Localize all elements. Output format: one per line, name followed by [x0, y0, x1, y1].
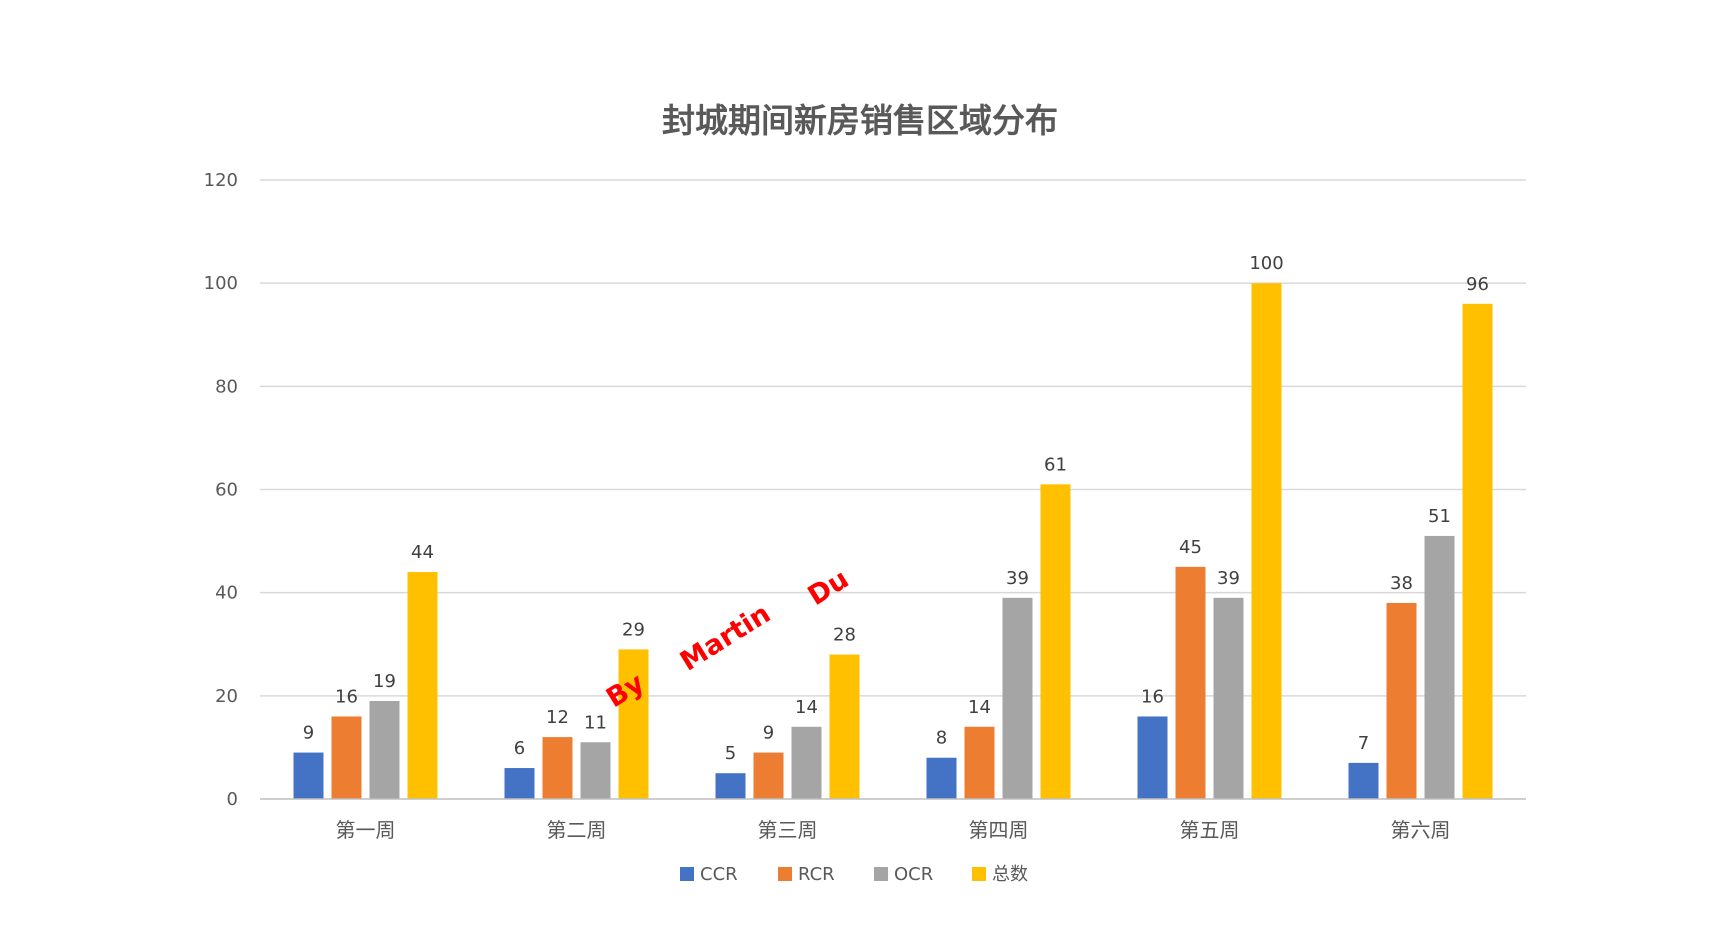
data-label: 14	[968, 697, 991, 718]
legend-item: CCR	[680, 864, 738, 885]
bar-ocr	[1424, 535, 1455, 799]
bar-总数	[407, 572, 438, 799]
data-label: 14	[795, 697, 818, 718]
bar-ocr	[580, 742, 611, 799]
data-label: 7	[1358, 733, 1369, 754]
data-label: 16	[1141, 686, 1164, 707]
y-tick-label: 100	[204, 273, 238, 294]
bar-总数	[1462, 303, 1493, 799]
data-label: 45	[1179, 537, 1202, 558]
y-tick-label: 40	[215, 583, 238, 604]
chart-title: 封城期间新房销售区域分布	[662, 101, 1058, 140]
y-tick-label: 80	[215, 376, 238, 397]
bar-ccr	[715, 773, 746, 799]
bar-rcr	[753, 752, 784, 799]
legend-swatch	[874, 867, 888, 881]
legend-item: OCR	[874, 864, 933, 885]
legend-label: CCR	[700, 864, 738, 885]
bar-ocr	[791, 726, 822, 799]
legend-label: RCR	[798, 864, 835, 885]
x-category-label: 第四周	[969, 818, 1029, 842]
bar-ocr	[1002, 597, 1033, 799]
bar-ccr	[504, 768, 535, 799]
data-label: 12	[546, 707, 569, 728]
legend-item: 总数	[972, 864, 1028, 885]
data-label: 61	[1044, 454, 1067, 475]
bar-rcr	[1175, 566, 1206, 799]
data-label: 9	[303, 723, 314, 744]
bar-ccr	[1137, 716, 1168, 799]
data-label: 19	[373, 671, 396, 692]
data-label: 39	[1217, 568, 1240, 589]
x-category-label: 第六周	[1391, 818, 1451, 842]
y-tick-label: 20	[215, 686, 238, 707]
data-label: 11	[584, 712, 607, 733]
legend-swatch	[778, 867, 792, 881]
gridlines	[260, 179, 1526, 697]
x-category-label: 第三周	[758, 818, 818, 842]
bar-ccr	[926, 757, 957, 799]
bar-rcr	[331, 716, 362, 799]
data-label: 51	[1428, 506, 1451, 527]
y-tick-label: 0	[227, 789, 238, 810]
bar-总数	[1251, 283, 1282, 800]
data-label: 39	[1006, 568, 1029, 589]
bars	[293, 283, 1493, 800]
bar-rcr	[964, 726, 995, 799]
axes: 0 20 40 60 80 100 120 第一周 第二周 第三周 第四周 第五周 第六周	[204, 170, 1526, 842]
data-label: 38	[1390, 573, 1413, 594]
legend-swatch	[680, 867, 694, 881]
x-category-label: 第五周	[1180, 818, 1240, 842]
data-label: 29	[622, 619, 645, 640]
data-label: 16	[335, 686, 358, 707]
bar-rcr	[1386, 602, 1417, 799]
data-label: 9	[763, 723, 774, 744]
data-label: 44	[411, 542, 434, 563]
bar-总数	[1040, 484, 1071, 799]
data-label: 5	[725, 743, 736, 764]
legend: CCR RCR OCR 总数	[680, 864, 1028, 885]
y-tick-label: 120	[204, 170, 238, 191]
data-label: 8	[936, 728, 947, 749]
legend-label: OCR	[894, 864, 933, 885]
data-label: 28	[833, 625, 856, 646]
bar-ocr	[1213, 597, 1244, 799]
data-label: 96	[1466, 274, 1489, 295]
watermark-text: Du	[803, 564, 855, 612]
x-category-label: 第二周	[547, 818, 607, 842]
bar-ocr	[369, 700, 400, 799]
data-label: 6	[514, 738, 525, 759]
legend-item: RCR	[778, 864, 835, 885]
legend-label: 总数	[992, 864, 1028, 885]
bar-rcr	[542, 737, 573, 799]
bar-ccr	[1348, 762, 1379, 799]
y-tick-label: 60	[215, 480, 238, 501]
x-category-label: 第一周	[336, 818, 396, 842]
data-label: 100	[1249, 253, 1283, 274]
bar-ccr	[293, 752, 324, 799]
bar-总数	[829, 654, 860, 799]
data-labels: 9 16 19 44 6 12 11 29 5 9 14 28 8 14 39 61 16 45 39 100 7 38 5…	[303, 253, 1489, 764]
bar-总数	[618, 649, 649, 799]
legend-swatch	[972, 867, 986, 881]
watermark-text: Martin	[675, 598, 776, 677]
